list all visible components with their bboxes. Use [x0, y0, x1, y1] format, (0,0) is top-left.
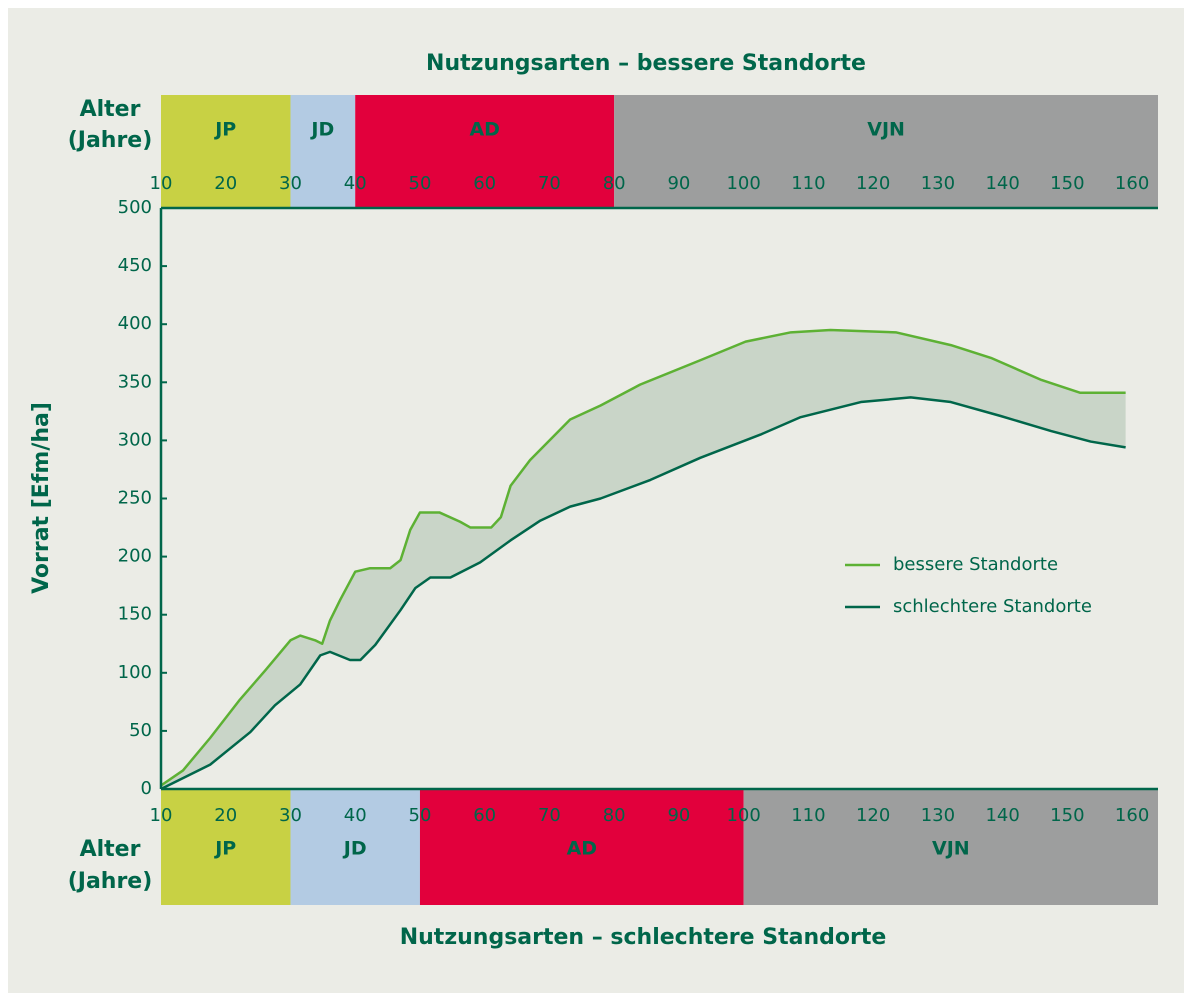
band-label: JP	[213, 119, 236, 141]
age-band	[161, 95, 291, 208]
x-tick-label: 160	[1115, 173, 1149, 194]
x-tick-label: 110	[791, 805, 825, 826]
x-tick-label: 90	[667, 173, 690, 194]
x-tick-label: 10	[150, 173, 173, 194]
legend-label: bessere Standorte	[893, 554, 1058, 575]
y-tick-label: 300	[118, 429, 152, 450]
x-tick-label: 30	[279, 805, 302, 826]
y-tick-label: 350	[118, 371, 152, 392]
x-tick-label: 10	[150, 805, 173, 826]
x-tick-label: 30	[279, 173, 302, 194]
band-label: AD	[567, 838, 597, 860]
x-tick-label: 70	[538, 805, 561, 826]
x-tick-label: 130	[921, 805, 955, 826]
age-label: Alter	[80, 97, 141, 122]
legend-label: schlechtere Standorte	[893, 596, 1092, 617]
age-band	[355, 95, 615, 208]
x-tick-label: 20	[214, 173, 237, 194]
x-tick-label: 140	[985, 173, 1019, 194]
x-tick-label: 60	[473, 805, 496, 826]
y-tick-label: 200	[118, 546, 152, 567]
y-tick-label: 150	[118, 604, 152, 625]
x-tick-label: 140	[985, 805, 1019, 826]
y-tick-label: 500	[118, 197, 152, 218]
age-band	[290, 789, 420, 905]
x-tick-label: 50	[409, 805, 432, 826]
x-tick-label: 120	[856, 805, 890, 826]
x-tick-label: 100	[726, 805, 760, 826]
band-label: JD	[309, 119, 334, 141]
age-band	[290, 95, 356, 208]
y-axis-label: Vorrat [Efm/ha]	[29, 402, 54, 594]
y-tick-label: 450	[118, 255, 152, 276]
x-tick-label: 40	[344, 805, 367, 826]
chart-title: Nutzungsarten – bessere Standorte	[426, 51, 866, 76]
x-tick-label: 80	[603, 805, 626, 826]
band-label: VJN	[867, 119, 905, 141]
x-tick-label: 120	[856, 173, 890, 194]
y-tick-label: 0	[141, 778, 152, 799]
band-label: JP	[213, 838, 236, 860]
x-tick-label: 70	[538, 173, 561, 194]
x-tick-label: 100	[726, 173, 760, 194]
x-tick-label: 130	[921, 173, 955, 194]
y-tick-label: 400	[118, 313, 152, 334]
band-label: VJN	[932, 838, 970, 860]
age-band	[419, 789, 744, 905]
age-band	[743, 789, 1158, 905]
y-tick-label: 50	[129, 720, 152, 741]
y-tick-label: 250	[118, 488, 152, 509]
x-tick-label: 160	[1115, 805, 1149, 826]
y-tick-label: 100	[118, 662, 152, 683]
chart-subtitle: Nutzungsarten – schlechtere Standorte	[400, 925, 887, 950]
age-label: (Jahre)	[68, 128, 153, 153]
band-label: AD	[469, 119, 499, 141]
x-tick-label: 50	[409, 173, 432, 194]
age-band	[161, 789, 291, 905]
series-line	[160, 328, 1126, 787]
x-tick-label: 20	[214, 805, 237, 826]
band-label: JD	[342, 838, 367, 860]
x-tick-label: 110	[791, 173, 825, 194]
age-label: Alter	[80, 837, 141, 862]
x-tick-label: 150	[1050, 805, 1084, 826]
age-band	[614, 95, 1158, 208]
x-tick-label: 40	[344, 173, 367, 194]
age-label: (Jahre)	[68, 869, 153, 894]
x-tick-label: 90	[667, 805, 690, 826]
series-line	[160, 396, 1126, 791]
x-tick-label: 60	[473, 173, 496, 194]
x-tick-label: 150	[1050, 173, 1084, 194]
x-tick-label: 80	[603, 173, 626, 194]
